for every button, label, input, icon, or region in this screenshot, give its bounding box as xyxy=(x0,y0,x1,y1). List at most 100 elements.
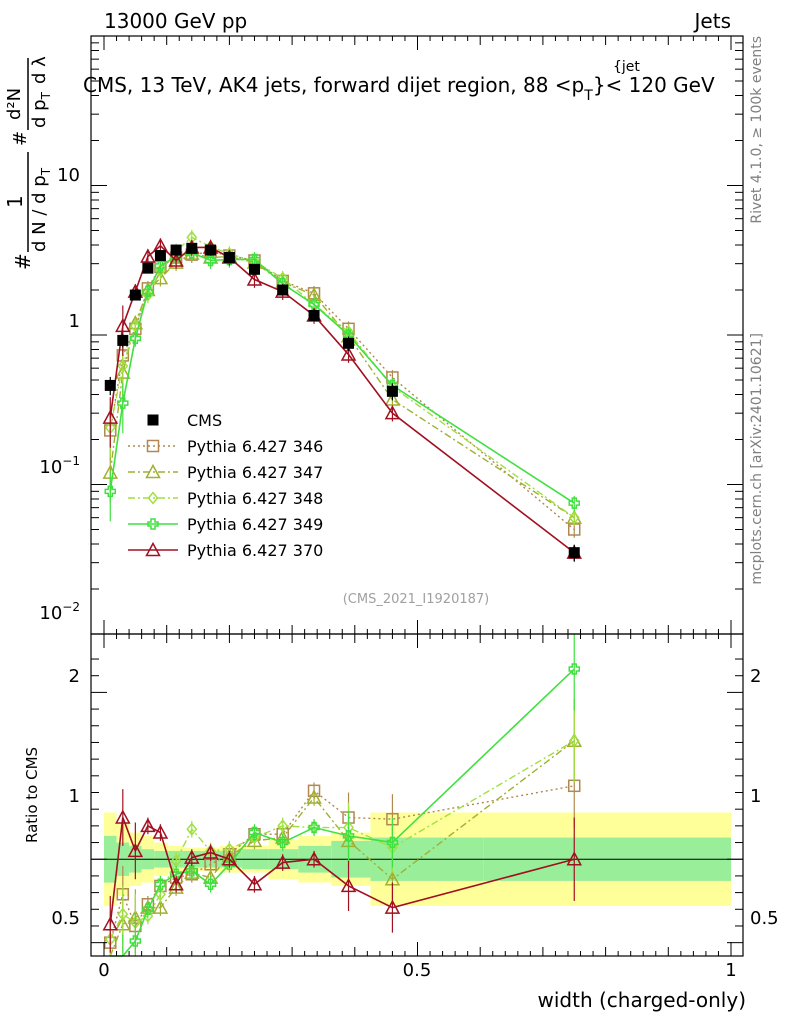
y-tick-0.1-exp: −1 xyxy=(62,454,80,468)
series-point xyxy=(168,252,184,267)
series-point xyxy=(568,497,580,509)
ratio-point xyxy=(386,836,399,849)
y-label-dpt-sub: T xyxy=(39,91,53,100)
data-point xyxy=(248,263,260,275)
data-point xyxy=(142,262,154,274)
y-axis-label: # 1 d N / d pT # d²N d pT d λ xyxy=(3,56,53,270)
ratio-point xyxy=(221,851,238,866)
y-label-dlambda: d λ xyxy=(29,56,50,84)
legend-entry-3: Pythia 6.427 349 xyxy=(128,515,323,534)
series-point xyxy=(340,346,357,361)
series-point xyxy=(117,359,129,373)
y-tick-label-0.1: 10−1 xyxy=(39,454,80,478)
axis-ticks xyxy=(91,36,743,956)
legend-marker xyxy=(145,463,161,479)
series-point xyxy=(129,332,142,345)
data-point xyxy=(129,289,141,301)
ratio-point xyxy=(117,907,129,921)
ratio-point xyxy=(204,878,217,891)
data-point xyxy=(186,242,198,254)
y-tick-label-10: 10 xyxy=(57,165,80,186)
legend-marker xyxy=(147,491,159,505)
y-label-hash: # xyxy=(11,253,35,270)
y-tick-0.1-base: 10 xyxy=(39,457,62,478)
rivet-version-label: Rivet 4.1.0, ≥ 100k events xyxy=(749,36,765,224)
plot-title-main: CMS, 13 TeV, AK4 jets, forward dijet reg… xyxy=(83,73,584,97)
data-point xyxy=(223,251,235,263)
ratio-point xyxy=(186,822,198,836)
ratio-point xyxy=(274,854,291,869)
ratio-point xyxy=(276,836,289,849)
series-layer xyxy=(102,229,583,957)
data-point xyxy=(568,547,580,559)
legend-entry-2: Pythia 6.427 348 xyxy=(128,489,323,508)
y-label-d2n: d²N xyxy=(4,88,25,120)
ratio-point xyxy=(308,821,320,834)
ratio-point xyxy=(566,851,583,866)
ratio-point xyxy=(152,824,169,839)
ratio-point xyxy=(154,878,167,891)
ratio-tick-label-0.5: 0.5 xyxy=(51,908,80,929)
ratio-point xyxy=(115,809,131,824)
ratio-point xyxy=(152,899,169,914)
legend-marker xyxy=(145,541,161,557)
ratio-point xyxy=(306,789,322,804)
plot-title-sub: T xyxy=(583,88,593,104)
legend-marker xyxy=(147,518,159,530)
ratio-point xyxy=(202,844,219,859)
series-point xyxy=(102,409,119,424)
ratio-point xyxy=(127,842,144,858)
ratio-point xyxy=(170,868,182,880)
legend-label: Pythia 6.427 348 xyxy=(187,489,323,508)
y-label-hash-two: # xyxy=(10,131,31,146)
ratio-point xyxy=(142,909,154,923)
data-point xyxy=(205,244,217,256)
ratio-point xyxy=(140,817,156,833)
legend-entry-0: Pythia 6.427 346 xyxy=(128,437,323,456)
ratio-point xyxy=(142,903,154,916)
series-point xyxy=(142,285,154,298)
ratio-point xyxy=(168,876,184,891)
y-label-dpt: d pT xyxy=(29,91,53,128)
ratio-tick-label-0.5-right: 0.5 xyxy=(750,908,779,929)
ratio-point xyxy=(246,832,263,848)
ratio-point xyxy=(184,849,200,864)
legend-entry-1: Pythia 6.427 347 xyxy=(128,463,323,482)
y-tick-0.01-exp: −2 xyxy=(62,600,80,614)
y-tick-label-1: 1 xyxy=(69,311,80,332)
ratio-point xyxy=(102,916,119,931)
legend-label: Pythia 6.427 347 xyxy=(187,463,323,482)
ratio-tick-label-2: 2 xyxy=(69,666,80,687)
series-point xyxy=(246,271,263,286)
ratio-point xyxy=(248,826,261,839)
series-point xyxy=(204,254,217,267)
series-line-ratio xyxy=(109,740,575,957)
data-point xyxy=(386,385,398,397)
ratio-frame xyxy=(90,633,744,957)
ratio-point xyxy=(306,851,322,866)
series-line-main xyxy=(109,251,575,531)
y-tick-0.01-base: 10 xyxy=(39,603,62,624)
y-label-denominator: d N / d pT xyxy=(29,167,53,252)
legend-label-cms: CMS xyxy=(187,411,222,430)
series-line-main xyxy=(109,236,575,519)
ratio-point xyxy=(384,899,401,914)
ratio-point xyxy=(342,830,355,842)
series-line-main xyxy=(109,252,575,519)
data-point xyxy=(117,334,129,346)
legend-entry-4: Pythia 6.427 370 xyxy=(128,541,323,560)
ratio-point xyxy=(129,935,142,947)
y-label-dpt-main: d p xyxy=(29,99,50,128)
series-point xyxy=(154,260,167,272)
plot-title: CMS, 13 TeV, AK4 jets, forward dijet reg… xyxy=(83,73,715,104)
series-point xyxy=(384,405,401,420)
series-point xyxy=(154,263,166,278)
category-label: Jets xyxy=(693,9,731,33)
y-label-den-sub: T xyxy=(39,167,53,176)
series-line-main xyxy=(109,244,575,554)
series-3 xyxy=(104,245,580,957)
series-point xyxy=(568,510,580,525)
ratio-point xyxy=(186,865,198,877)
ratio-point xyxy=(568,663,580,675)
data-point xyxy=(277,284,289,296)
